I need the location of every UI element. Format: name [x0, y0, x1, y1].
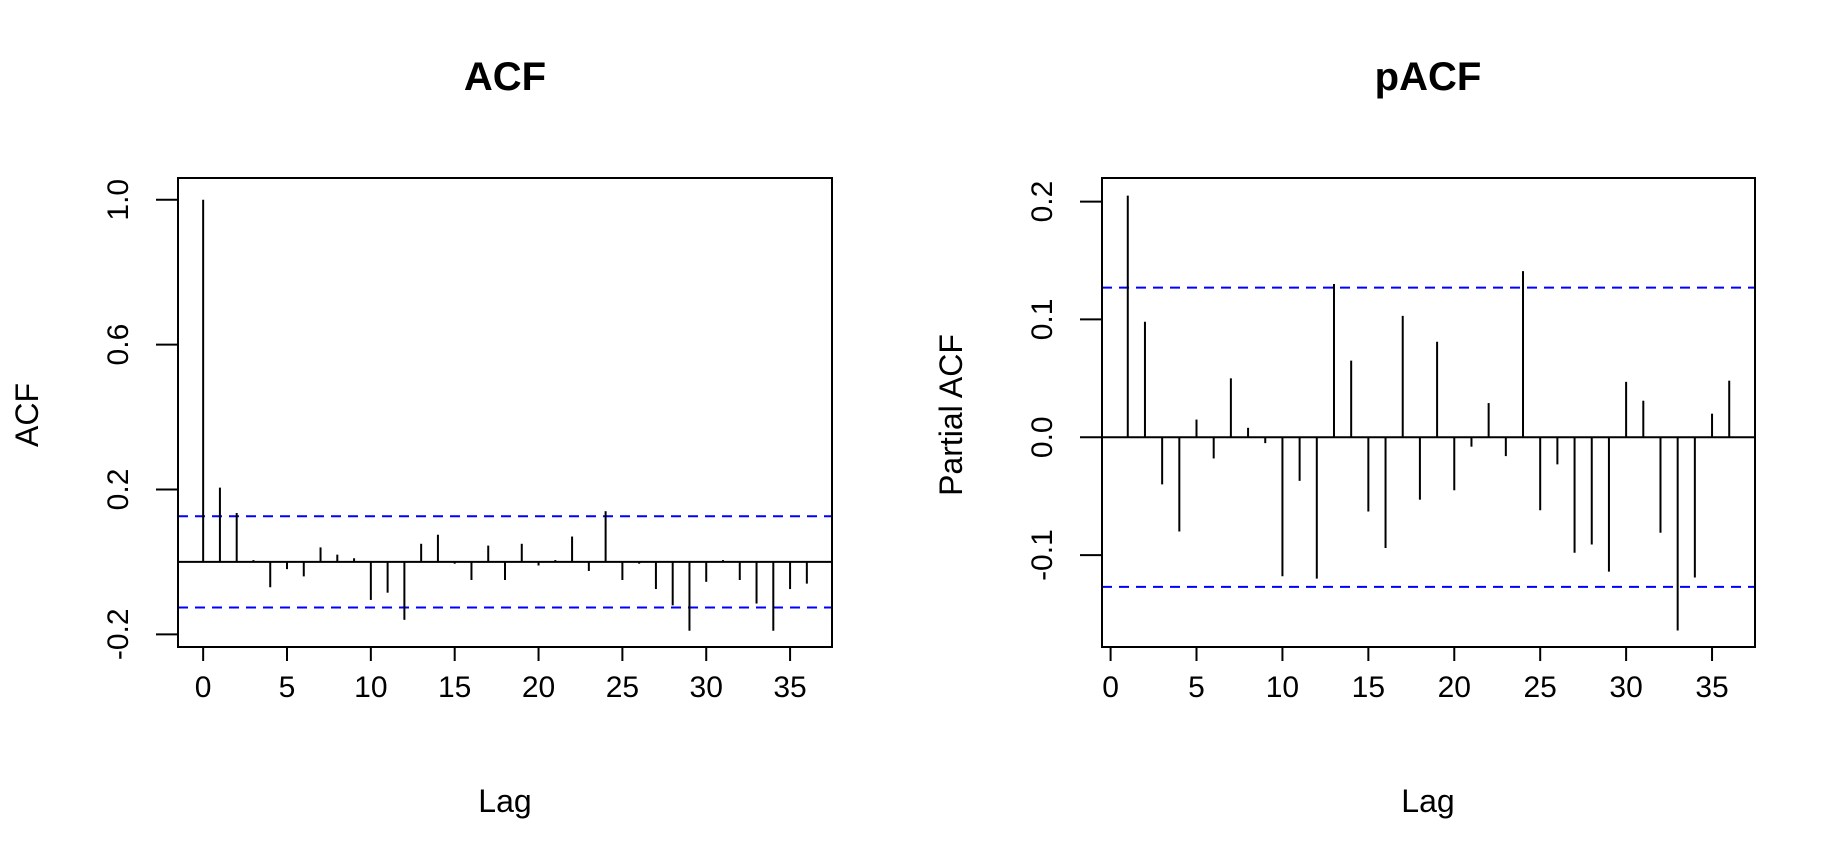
pacf-x-tick-label: 15 — [1352, 671, 1385, 704]
acf-x-axis-label: Lag — [478, 783, 531, 819]
pacf-x-tick-label: 5 — [1188, 671, 1205, 704]
acf-x-tick-label: 15 — [438, 671, 471, 704]
acf-x-tick-label: 35 — [773, 671, 806, 704]
acf-y-tick-label: -0.2 — [102, 608, 135, 660]
pacf-x-tick-label: 20 — [1438, 671, 1471, 704]
pacf-y-axis-label: Partial ACF — [933, 334, 969, 496]
acf-x-tick-label: 0 — [195, 671, 212, 704]
acf-x-tick-label: 20 — [522, 671, 555, 704]
pacf-y-ticks: -0.1 0.0 0.1 0.2 — [1026, 181, 1103, 581]
pacf-y-tick-label: -0.1 — [1026, 529, 1059, 581]
pacf-x-tick-label: 35 — [1695, 671, 1728, 704]
pacf-x-tick-label: 25 — [1524, 671, 1557, 704]
pacf-bars — [1102, 195, 1755, 631]
pacf-x-tick-label: 10 — [1266, 671, 1299, 704]
pacf-plot-frame — [1101, 177, 1756, 648]
pacf-y-tick-label: 0.1 — [1026, 299, 1059, 341]
acf-plot-frame — [177, 177, 833, 648]
acf-y-tick-label: 0.6 — [102, 324, 135, 366]
acf-title: ACF — [464, 55, 546, 99]
acf-y-tick-label: 0.2 — [102, 469, 135, 511]
pacf-x-axis-label: Lag — [1401, 783, 1454, 819]
acf-x-ticks: 0 5 10 15 20 25 30 35 — [195, 646, 807, 704]
pacf-y-tick-label: 0.2 — [1026, 181, 1059, 223]
acf-x-tick-label: 30 — [690, 671, 723, 704]
acf-y-ticks: -0.2 0.2 0.6 1.0 — [102, 179, 179, 660]
pacf-x-tick-label: 30 — [1609, 671, 1642, 704]
pacf-x-ticks: 0 5 10 15 20 25 30 35 — [1102, 646, 1729, 704]
pacf-title: pACF — [1375, 55, 1482, 99]
pacf-panel: pACF Lag Partial ACF 0 5 10 15 20 25 30 35 -0.1… — [933, 55, 1756, 819]
acf-panel: ACF Lag ACF 0 5 10 15 20 25 30 35 -0.2 0.2 0.6 1.0 — [9, 55, 833, 819]
pacf-x-tick-label: 0 — [1102, 671, 1119, 704]
pacf-y-tick-label: 0.0 — [1026, 416, 1059, 458]
acf-y-axis-label: ACF — [9, 383, 45, 447]
acf-bars — [178, 199, 832, 631]
acf-x-tick-label: 25 — [606, 671, 639, 704]
acf-y-tick-label: 1.0 — [102, 179, 135, 221]
acf-x-tick-label: 10 — [354, 671, 387, 704]
acf-x-tick-label: 5 — [279, 671, 296, 704]
